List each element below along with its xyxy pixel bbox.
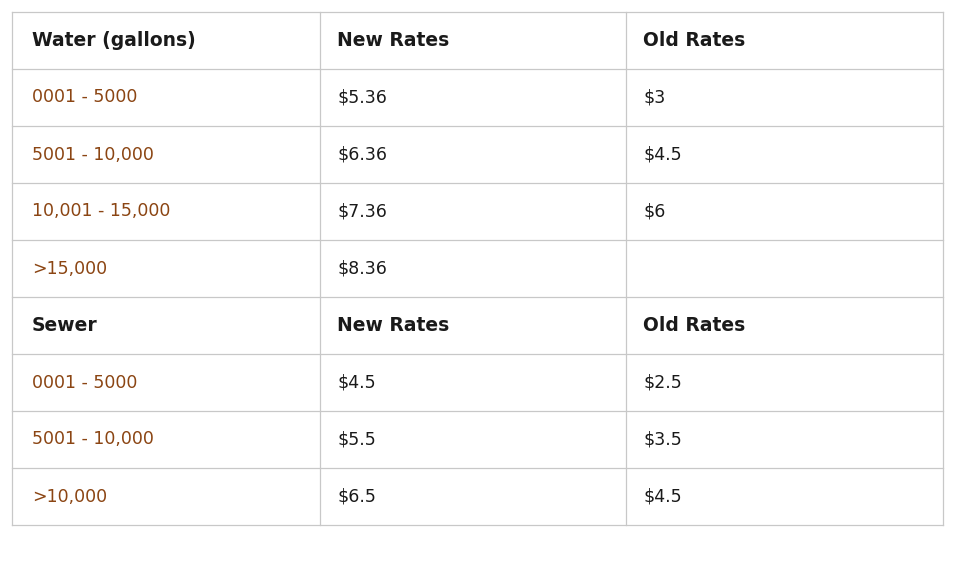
Text: 0001 - 5000: 0001 - 5000 [32, 373, 138, 392]
Text: $6.36: $6.36 [337, 145, 388, 164]
Text: Sewer: Sewer [32, 316, 97, 335]
Text: $5.5: $5.5 [337, 430, 376, 449]
Text: 5001 - 10,000: 5001 - 10,000 [32, 145, 154, 164]
Text: $4.5: $4.5 [337, 373, 376, 392]
Text: $6: $6 [643, 202, 666, 221]
Text: Old Rates: Old Rates [643, 316, 745, 335]
Text: $6.5: $6.5 [337, 487, 376, 506]
Text: $3.5: $3.5 [643, 430, 682, 449]
Text: Water (gallons): Water (gallons) [32, 31, 196, 50]
Text: $8.36: $8.36 [337, 259, 388, 278]
Text: >10,000: >10,000 [32, 487, 107, 506]
Text: $7.36: $7.36 [337, 202, 388, 221]
Text: $5.36: $5.36 [337, 88, 388, 107]
Text: $2.5: $2.5 [643, 373, 682, 392]
Text: >15,000: >15,000 [32, 259, 107, 278]
Text: $4.5: $4.5 [643, 487, 682, 506]
Text: 5001 - 10,000: 5001 - 10,000 [32, 430, 154, 449]
Text: New Rates: New Rates [337, 31, 450, 50]
Text: $4.5: $4.5 [643, 145, 682, 164]
Text: 10,001 - 15,000: 10,001 - 15,000 [32, 202, 170, 221]
Text: Old Rates: Old Rates [643, 31, 745, 50]
Text: $3: $3 [643, 88, 666, 107]
Text: New Rates: New Rates [337, 316, 450, 335]
Text: 0001 - 5000: 0001 - 5000 [32, 88, 138, 107]
